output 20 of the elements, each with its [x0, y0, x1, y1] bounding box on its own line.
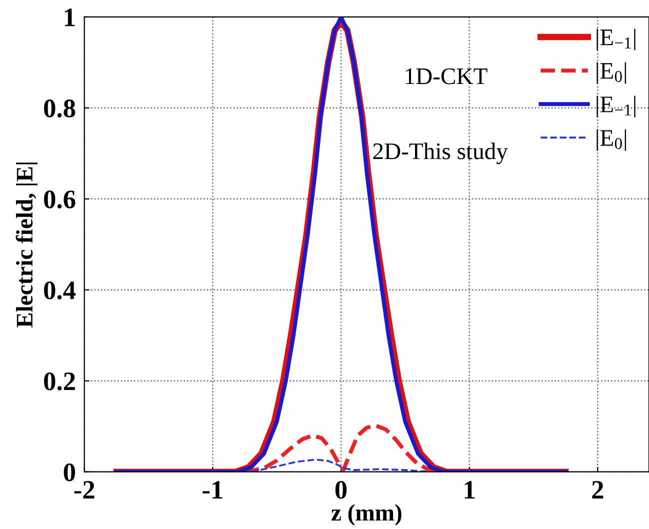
x-tick-label: 2	[592, 481, 604, 499]
x-tick-label: 0	[335, 480, 347, 499]
y-tick-label: 0.8	[44, 100, 76, 118]
annotation: 1D-CKT	[406, 68, 488, 84]
y-tick-label: 0.6	[44, 190, 76, 208]
y-tick-label: 0	[64, 463, 76, 482]
x-tick-label: -1	[202, 481, 222, 499]
legend-label: |E$_{−1}$|	[596, 28, 636, 50]
annotation: 2D-This study	[373, 142, 508, 164]
legend-label: |E$_{0}$|	[596, 62, 626, 84]
y-tick-label: 1	[64, 8, 75, 26]
legend-label: |E$_{0}$|	[596, 129, 626, 151]
line-series	[250, 458, 432, 472]
y-axis-title: Electric field, |E|	[16, 162, 38, 328]
y-tick-label: 0.4	[44, 282, 76, 300]
x-tick-label: -2	[74, 481, 94, 499]
x-tick-label: 1	[464, 481, 475, 499]
y-tick-label: 0.2	[44, 372, 75, 390]
legend-label: |E$_{−1}$|	[596, 96, 636, 118]
x-axis-title: z (mm)	[331, 504, 402, 526]
